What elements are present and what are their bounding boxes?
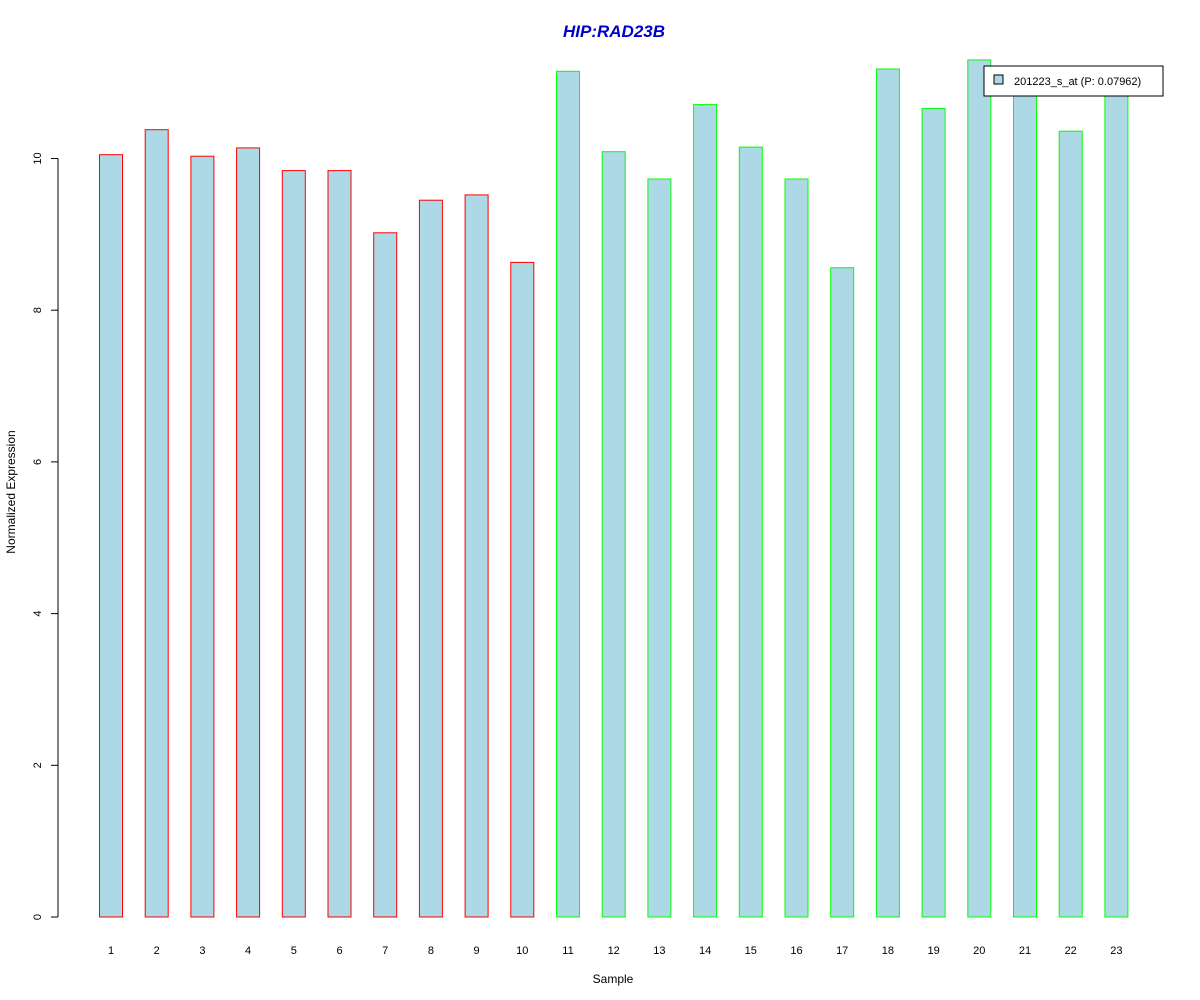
x-tick-label: 15 [745, 945, 757, 957]
x-tick-label: 5 [291, 945, 297, 957]
bar-sample-15 [738, 146, 763, 918]
x-axis-labels: 1 2 3 4 5 6 7 8 9 10 11 12 13 14 15 16 17 18 19 20 21 22 23 [108, 945, 1123, 957]
bar-sample-14 [693, 104, 718, 918]
chart-title: HIP:RAD23B [563, 22, 665, 41]
y-tick-label: 0 [32, 914, 44, 920]
y-axis: 0 2 4 6 8 10 [32, 152, 59, 920]
bar-sample-16 [784, 178, 809, 918]
y-tick-label: 2 [32, 762, 44, 768]
legend-entry: 201223_s_at (P: 0.07962) [1014, 76, 1141, 88]
x-tick-label: 9 [474, 945, 480, 957]
bar-sample-4 [236, 147, 261, 918]
x-tick-label: 1 [108, 945, 114, 957]
bar-sample-9 [464, 194, 489, 918]
bar-sample-23 [1104, 82, 1129, 918]
bar-sample-11 [556, 70, 580, 918]
x-tick-label: 22 [1065, 945, 1077, 957]
x-tick-label: 23 [1110, 945, 1122, 957]
bar-sample-6 [327, 170, 352, 918]
y-axis-title: Normalized Expression [4, 430, 18, 553]
y-tick-label: 4 [32, 611, 44, 617]
bar-sample-3 [190, 155, 215, 918]
x-tick-label: 14 [699, 945, 711, 957]
bar-sample-22 [1058, 130, 1083, 918]
x-tick-label: 18 [882, 945, 894, 957]
x-tick-label: 4 [245, 945, 251, 957]
bar-sample-13 [647, 178, 672, 918]
x-tick-label: 13 [653, 945, 665, 957]
x-tick-label: 17 [836, 945, 848, 957]
bar-sample-12 [601, 151, 626, 918]
x-tick-label: 19 [927, 945, 939, 957]
x-tick-label: 21 [1019, 945, 1031, 957]
legend: 201223_s_at (P: 0.07962) [983, 65, 1164, 97]
y-tick-label: 6 [32, 459, 44, 465]
x-tick-label: 20 [973, 945, 985, 957]
x-axis-title: Sample [593, 972, 634, 986]
legend-swatch [993, 74, 1004, 85]
bar-sample-18 [875, 68, 900, 918]
x-tick-label: 16 [790, 945, 802, 957]
bar-sample-19 [921, 107, 946, 918]
x-tick-label: 2 [154, 945, 160, 957]
x-tick-label: 7 [382, 945, 388, 957]
x-tick-label: 12 [608, 945, 620, 957]
y-tick-label: 8 [32, 307, 44, 313]
bar-sample-17 [830, 267, 855, 918]
x-tick-label: 8 [428, 945, 434, 957]
bar-sample-10 [510, 261, 535, 918]
x-tick-label: 11 [562, 945, 573, 957]
x-tick-label: 3 [199, 945, 205, 957]
bar-sample-20 [967, 59, 992, 918]
bar-sample-8 [418, 199, 443, 918]
legend-box [983, 65, 1164, 97]
bar-sample-2 [144, 129, 169, 918]
x-tick-label: 10 [516, 945, 528, 957]
bars [99, 59, 1129, 918]
y-tick-label: 10 [32, 152, 44, 164]
bar-sample-5 [281, 170, 306, 918]
bar-sample-1 [99, 154, 123, 918]
bar-sample-7 [373, 232, 398, 918]
bar-sample-21 [1013, 82, 1037, 918]
x-tick-label: 6 [336, 945, 342, 957]
